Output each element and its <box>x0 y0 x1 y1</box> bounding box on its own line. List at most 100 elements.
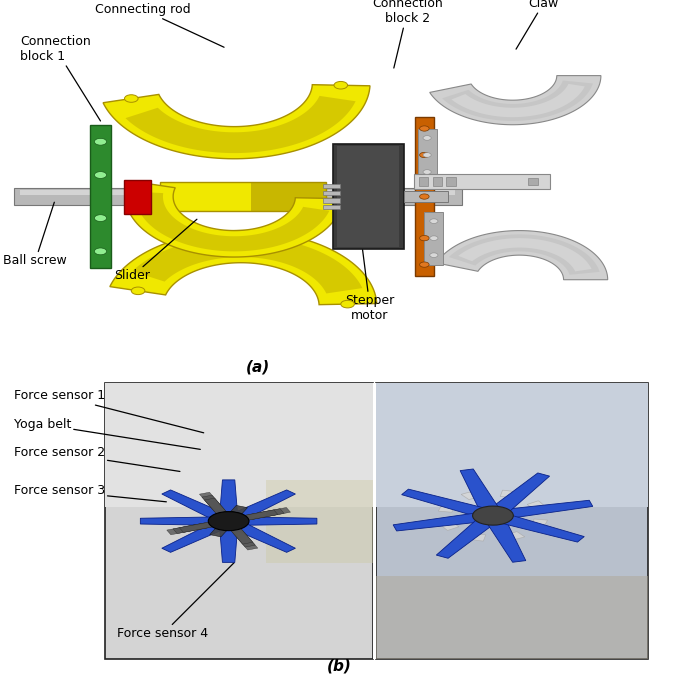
Bar <box>124 180 151 213</box>
Circle shape <box>208 512 249 531</box>
Text: Yoga belt: Yoga belt <box>14 418 200 450</box>
Bar <box>323 184 340 188</box>
Polygon shape <box>452 84 585 117</box>
Polygon shape <box>219 480 238 521</box>
Polygon shape <box>439 502 458 512</box>
Polygon shape <box>173 522 215 534</box>
Circle shape <box>420 262 429 267</box>
Polygon shape <box>402 489 498 520</box>
Circle shape <box>473 506 513 525</box>
Bar <box>323 205 340 209</box>
Bar <box>323 190 340 195</box>
Polygon shape <box>204 498 230 518</box>
Polygon shape <box>232 531 258 550</box>
Polygon shape <box>126 96 356 153</box>
Text: Claw: Claw <box>516 0 558 49</box>
Circle shape <box>423 169 431 174</box>
Bar <box>424 212 443 265</box>
Circle shape <box>420 194 429 199</box>
Circle shape <box>94 171 107 178</box>
Text: (a): (a) <box>246 359 270 374</box>
Circle shape <box>420 236 429 241</box>
Bar <box>433 177 442 186</box>
Polygon shape <box>219 521 238 562</box>
Circle shape <box>423 136 431 140</box>
Bar <box>446 177 456 186</box>
Bar <box>373 383 376 659</box>
Text: Connection
block 1: Connection block 1 <box>20 35 100 121</box>
Polygon shape <box>483 514 526 562</box>
Polygon shape <box>230 528 255 547</box>
Polygon shape <box>227 524 253 544</box>
Polygon shape <box>162 490 236 524</box>
Polygon shape <box>439 520 459 531</box>
Polygon shape <box>222 490 295 524</box>
Text: Stepper
motor: Stepper motor <box>346 229 394 322</box>
Polygon shape <box>200 492 225 512</box>
Polygon shape <box>229 516 317 526</box>
Bar <box>414 174 550 189</box>
Text: Force sensor 1: Force sensor 1 <box>14 389 204 433</box>
Text: Force sensor 3: Force sensor 3 <box>14 485 166 502</box>
Polygon shape <box>110 231 377 304</box>
Text: Ball screw: Ball screw <box>3 202 67 267</box>
Bar <box>418 128 437 182</box>
Polygon shape <box>461 491 483 500</box>
Polygon shape <box>222 518 295 552</box>
Polygon shape <box>141 516 229 526</box>
Polygon shape <box>460 469 503 517</box>
Polygon shape <box>132 236 363 294</box>
Polygon shape <box>490 500 593 520</box>
Circle shape <box>131 287 145 294</box>
Text: Connection
block 2: Connection block 2 <box>372 0 443 68</box>
Bar <box>404 191 448 202</box>
Polygon shape <box>449 234 600 275</box>
Circle shape <box>430 253 438 257</box>
Polygon shape <box>103 84 370 159</box>
Text: (b): (b) <box>327 658 352 674</box>
Polygon shape <box>210 511 242 537</box>
Text: Slider: Slider <box>115 219 197 282</box>
Polygon shape <box>393 511 496 531</box>
Bar <box>105 383 373 659</box>
Text: Force sensor 4: Force sensor 4 <box>117 562 234 641</box>
Circle shape <box>420 153 429 158</box>
Polygon shape <box>527 501 547 511</box>
Polygon shape <box>202 495 227 515</box>
Circle shape <box>94 248 107 254</box>
Bar <box>528 178 538 185</box>
Polygon shape <box>437 513 502 558</box>
Bar <box>251 182 326 211</box>
Text: Force sensor 2: Force sensor 2 <box>14 446 180 471</box>
Bar <box>415 117 434 276</box>
Circle shape <box>94 138 107 145</box>
Polygon shape <box>162 518 236 552</box>
Bar <box>333 144 404 250</box>
Polygon shape <box>249 508 291 519</box>
Bar <box>20 190 455 194</box>
Polygon shape <box>528 519 547 529</box>
Polygon shape <box>215 506 248 531</box>
Bar <box>376 383 648 659</box>
Bar <box>337 146 399 247</box>
Polygon shape <box>242 509 285 520</box>
Bar <box>376 383 648 508</box>
Polygon shape <box>136 192 329 251</box>
Circle shape <box>420 126 429 131</box>
Circle shape <box>124 95 138 103</box>
Polygon shape <box>167 523 208 535</box>
Bar <box>90 125 111 269</box>
Polygon shape <box>464 532 485 541</box>
Bar <box>323 198 340 202</box>
Polygon shape <box>442 80 593 121</box>
Text: Connecting rod: Connecting rod <box>95 3 224 47</box>
Bar <box>160 182 326 211</box>
Bar <box>14 188 462 205</box>
Polygon shape <box>500 490 522 499</box>
Polygon shape <box>179 520 221 533</box>
Polygon shape <box>484 473 549 518</box>
Circle shape <box>423 153 431 157</box>
Circle shape <box>94 215 107 221</box>
Polygon shape <box>458 238 591 271</box>
Polygon shape <box>430 76 601 125</box>
